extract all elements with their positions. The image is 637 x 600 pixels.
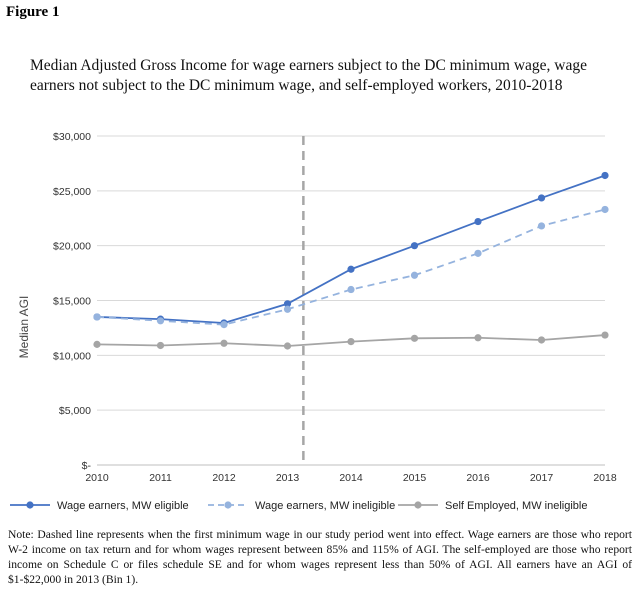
x-tick-label: 2018 bbox=[593, 472, 617, 484]
series-2-point bbox=[474, 249, 482, 257]
legend-marker-1 bbox=[26, 501, 34, 509]
series-2-point bbox=[283, 305, 292, 313]
legend: Wage earners, MW eligible Wage earners, M… bbox=[10, 500, 587, 512]
series-3-point bbox=[537, 336, 546, 344]
legend-label-2: Wage earners, MW ineligible bbox=[255, 500, 395, 512]
x-tick-label: 2015 bbox=[403, 472, 427, 484]
figure-note: Note: Dashed line represents when the fi… bbox=[8, 528, 632, 586]
y-tick-label: $5,000 bbox=[59, 405, 91, 417]
series-2-point bbox=[537, 222, 546, 230]
series-1-point bbox=[537, 194, 546, 202]
y-tick-label: $25,000 bbox=[53, 186, 91, 198]
series-3-point bbox=[410, 334, 419, 342]
series-2-point bbox=[93, 313, 101, 321]
axis-layer: $- $5,000 $10,000 $15,000 $20,000 $25,000 $30,… bbox=[53, 131, 617, 484]
y-tick-label: $- bbox=[82, 460, 92, 472]
series-3-point bbox=[601, 331, 609, 339]
series-3-point bbox=[220, 339, 228, 347]
legend-label-1: Wage earners, MW eligible bbox=[57, 500, 189, 512]
series-2-point bbox=[156, 317, 165, 325]
y-tick-label: $15,000 bbox=[53, 296, 91, 308]
series-3-point bbox=[93, 340, 101, 348]
series-layer bbox=[93, 171, 609, 350]
series-2-point bbox=[410, 271, 419, 279]
legend-marker-2 bbox=[224, 501, 232, 509]
legend-marker-3 bbox=[414, 501, 422, 509]
line-chart: $- $5,000 $10,000 $15,000 $20,000 $25,000 $30,… bbox=[10, 131, 617, 512]
series-1-point bbox=[601, 171, 609, 180]
series-line-2 bbox=[96, 208, 606, 326]
y-tick-label: $10,000 bbox=[53, 350, 91, 362]
x-tick-label: 2013 bbox=[276, 472, 300, 484]
series-1-point bbox=[347, 265, 355, 273]
x-tick-label: 2014 bbox=[339, 472, 363, 484]
series-1-point bbox=[410, 242, 419, 250]
series-2-point bbox=[347, 285, 355, 294]
series-3-point bbox=[474, 334, 482, 342]
series-1-point bbox=[283, 300, 292, 308]
series-2-point bbox=[220, 321, 228, 329]
series-3-point bbox=[283, 342, 292, 350]
x-tick-label: 2012 bbox=[212, 472, 236, 484]
figure-label: Figure 1 bbox=[6, 4, 60, 20]
x-tick-label: 2016 bbox=[466, 472, 490, 484]
series-1-point bbox=[474, 217, 482, 226]
series-2-point bbox=[601, 205, 609, 214]
grid-layer bbox=[97, 135, 605, 411]
y-axis-label: Median AGI bbox=[17, 296, 31, 359]
x-tick-label: 2010 bbox=[85, 472, 109, 484]
x-tick-label: 2017 bbox=[530, 472, 554, 484]
chart-title: Median Adjusted Gross Income for wage ea… bbox=[30, 57, 587, 94]
x-tick-label: 2011 bbox=[149, 472, 172, 484]
series-3-point bbox=[347, 338, 355, 346]
series-3-point bbox=[156, 341, 165, 350]
y-tick-label: $30,000 bbox=[53, 131, 91, 143]
y-tick-label: $20,000 bbox=[53, 241, 91, 253]
legend-label-3: Self Employed, MW ineligible bbox=[445, 500, 587, 512]
